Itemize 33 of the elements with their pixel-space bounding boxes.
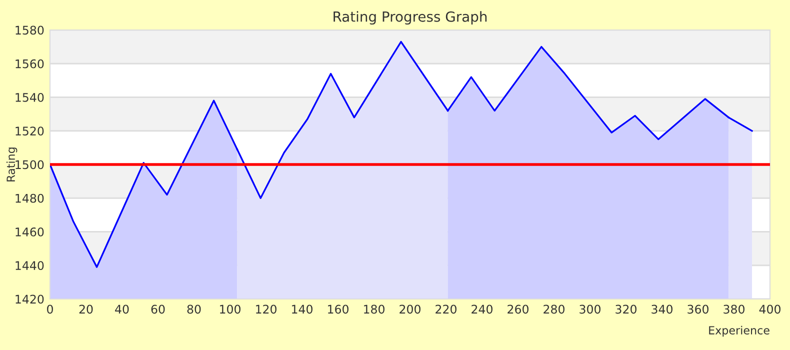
x-tick-label: 400 xyxy=(759,304,780,314)
y-tick-label: 1500 xyxy=(16,160,44,170)
y-axis-title: Rating xyxy=(6,148,18,182)
x-tick-label: 220 xyxy=(436,304,456,314)
x-tick-label: 100 xyxy=(220,304,240,314)
y-tick-label: 1560 xyxy=(16,59,44,68)
x-tick-label: 200 xyxy=(400,304,420,314)
x-tick-label: 60 xyxy=(151,304,165,314)
y-tick-label: 1440 xyxy=(16,261,44,270)
y-tick-label: 1580 xyxy=(16,26,44,35)
x-axis-title: Experience xyxy=(709,326,770,337)
x-tick-label: 340 xyxy=(652,304,672,314)
x-tick-label: 0 xyxy=(47,304,53,314)
x-tick-label: 380 xyxy=(724,304,744,314)
y-tick-label: 1480 xyxy=(16,194,44,203)
chart-title: Rating Progress Graph xyxy=(334,11,487,25)
x-tick-label: 20 xyxy=(79,304,93,314)
y-tick-label: 1520 xyxy=(16,126,44,136)
x-tick-label: 260 xyxy=(508,304,528,314)
x-tick-label: 180 xyxy=(364,304,384,314)
x-tick-label: 80 xyxy=(187,304,201,314)
x-tick-label: 40 xyxy=(115,304,129,314)
x-tick-label: 280 xyxy=(544,304,564,314)
x-tick-label: 160 xyxy=(328,304,348,314)
x-tick-label: 140 xyxy=(292,304,312,314)
y-tick-label: 1420 xyxy=(16,294,44,304)
x-tick-label: 120 xyxy=(256,304,276,314)
x-tick-label: 240 xyxy=(472,304,492,314)
x-tick-label: 320 xyxy=(616,304,636,314)
x-tick-label: 300 xyxy=(580,304,600,314)
y-tick-label: 1540 xyxy=(16,92,44,102)
y-tick-label: 1460 xyxy=(16,227,44,236)
x-tick-label: 360 xyxy=(688,304,708,314)
